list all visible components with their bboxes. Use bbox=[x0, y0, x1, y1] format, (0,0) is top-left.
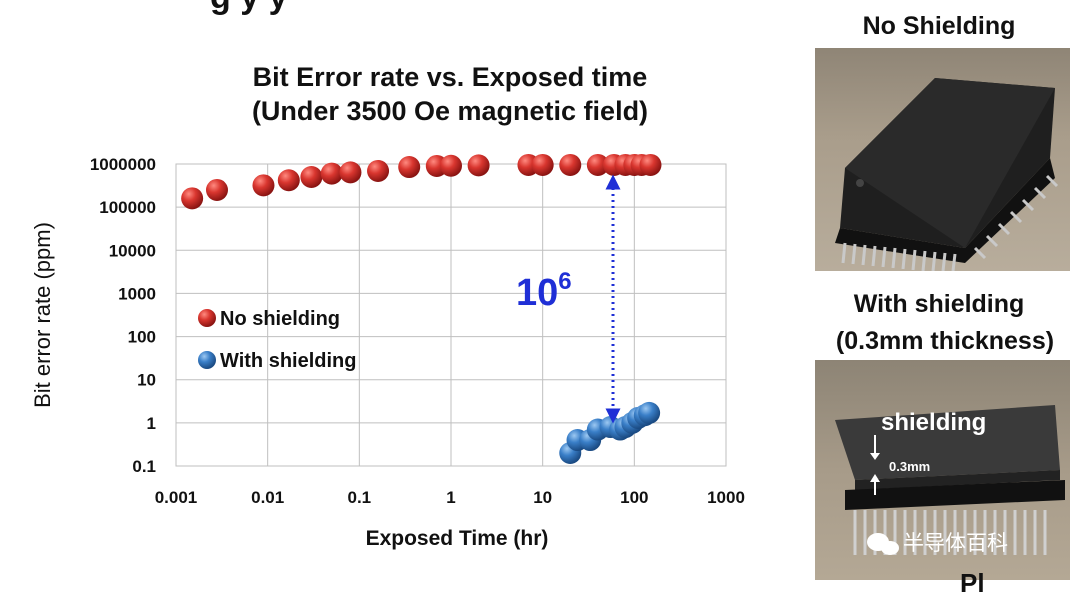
chip-illustration-bottom: shielding 0.3mm 半导体百科 bbox=[835, 405, 1065, 555]
photo-label-with-shielding: With shielding bbox=[853, 290, 1025, 318]
y-tick-label: 10000 bbox=[109, 241, 156, 260]
legend-label-no-shielding: No shielding bbox=[220, 308, 340, 330]
legend: No shielding With shielding bbox=[198, 308, 356, 372]
legend-label-with-shielding: With shielding bbox=[220, 350, 356, 372]
annotation-label: 106 bbox=[516, 268, 572, 314]
watermark-text: 半导体百科 bbox=[903, 532, 1008, 555]
chip-photo-no-shielding bbox=[815, 48, 1070, 271]
thickness-label: 0.3mm bbox=[889, 459, 930, 474]
x-tick-label: 0.1 bbox=[348, 488, 372, 507]
data-point bbox=[300, 165, 323, 188]
data-point bbox=[638, 401, 661, 424]
chip-photo-with-shielding: shielding 0.3mm 半导体百科 bbox=[815, 360, 1070, 580]
data-point bbox=[586, 153, 609, 176]
x-tick-label: 100 bbox=[620, 488, 648, 507]
data-point bbox=[559, 153, 582, 176]
y-axis-label: Bit error rate (ppm) bbox=[30, 222, 55, 408]
photo-label-thickness: (0.3mm thickness) bbox=[835, 327, 1055, 355]
y-tick-labels: 1000000 100000 10000 1000 100 10 1 0.1 bbox=[90, 155, 156, 476]
data-point bbox=[339, 161, 362, 184]
grid-lines bbox=[175, 163, 727, 467]
series-no-shielding bbox=[181, 153, 662, 210]
chart-subtitle: (Under 3500 Oe magnetic field) bbox=[251, 96, 649, 126]
x-tick-label: 0.001 bbox=[155, 488, 198, 507]
slide-title-fragment: g y y bbox=[210, 0, 287, 17]
y-tick-label: 1000000 bbox=[90, 155, 156, 174]
legend-marker-no-shielding bbox=[198, 309, 216, 327]
x-tick-label: 10 bbox=[533, 488, 552, 507]
shielding-label: shielding bbox=[881, 409, 986, 436]
photo-label-no-shielding: No Shielding bbox=[862, 12, 1016, 40]
data-point bbox=[367, 159, 390, 182]
data-point bbox=[320, 162, 343, 185]
data-point bbox=[467, 154, 490, 177]
chart-svg: 0.001 0.01 0.1 1 10 100 1000 10000001000001000… bbox=[30, 153, 745, 550]
chip-illustration-top bbox=[835, 78, 1059, 271]
data-point bbox=[252, 174, 275, 197]
data-point bbox=[440, 154, 462, 177]
y-tick-label: 100 bbox=[128, 328, 156, 347]
legend-marker-with-shielding bbox=[198, 351, 216, 369]
data-point bbox=[531, 153, 554, 176]
data-point bbox=[205, 178, 228, 201]
y-tick-label: 1000 bbox=[118, 284, 156, 303]
x-tick-label: 0.01 bbox=[251, 488, 284, 507]
wechat-icon bbox=[867, 533, 899, 555]
y-tick-label: 0.1 bbox=[132, 457, 156, 476]
slide-bottom-fragment: Pl bbox=[960, 568, 985, 598]
data-point bbox=[277, 169, 300, 192]
chart-title: Bit Error rate vs. Exposed time bbox=[252, 62, 648, 92]
y-tick-label: 1 bbox=[147, 414, 156, 433]
y-tick-label: 100000 bbox=[99, 198, 156, 217]
data-point bbox=[639, 153, 662, 176]
y-tick-label: 10 bbox=[137, 371, 156, 390]
x-tick-label: 1 bbox=[446, 488, 455, 507]
data-point bbox=[398, 156, 421, 179]
data-point bbox=[181, 187, 204, 210]
x-tick-label: 1000 bbox=[707, 488, 745, 507]
x-tick-labels: 0.001 0.01 0.1 1 10 100 1000 bbox=[155, 488, 745, 507]
x-axis-label: Exposed Time (hr) bbox=[366, 527, 549, 550]
